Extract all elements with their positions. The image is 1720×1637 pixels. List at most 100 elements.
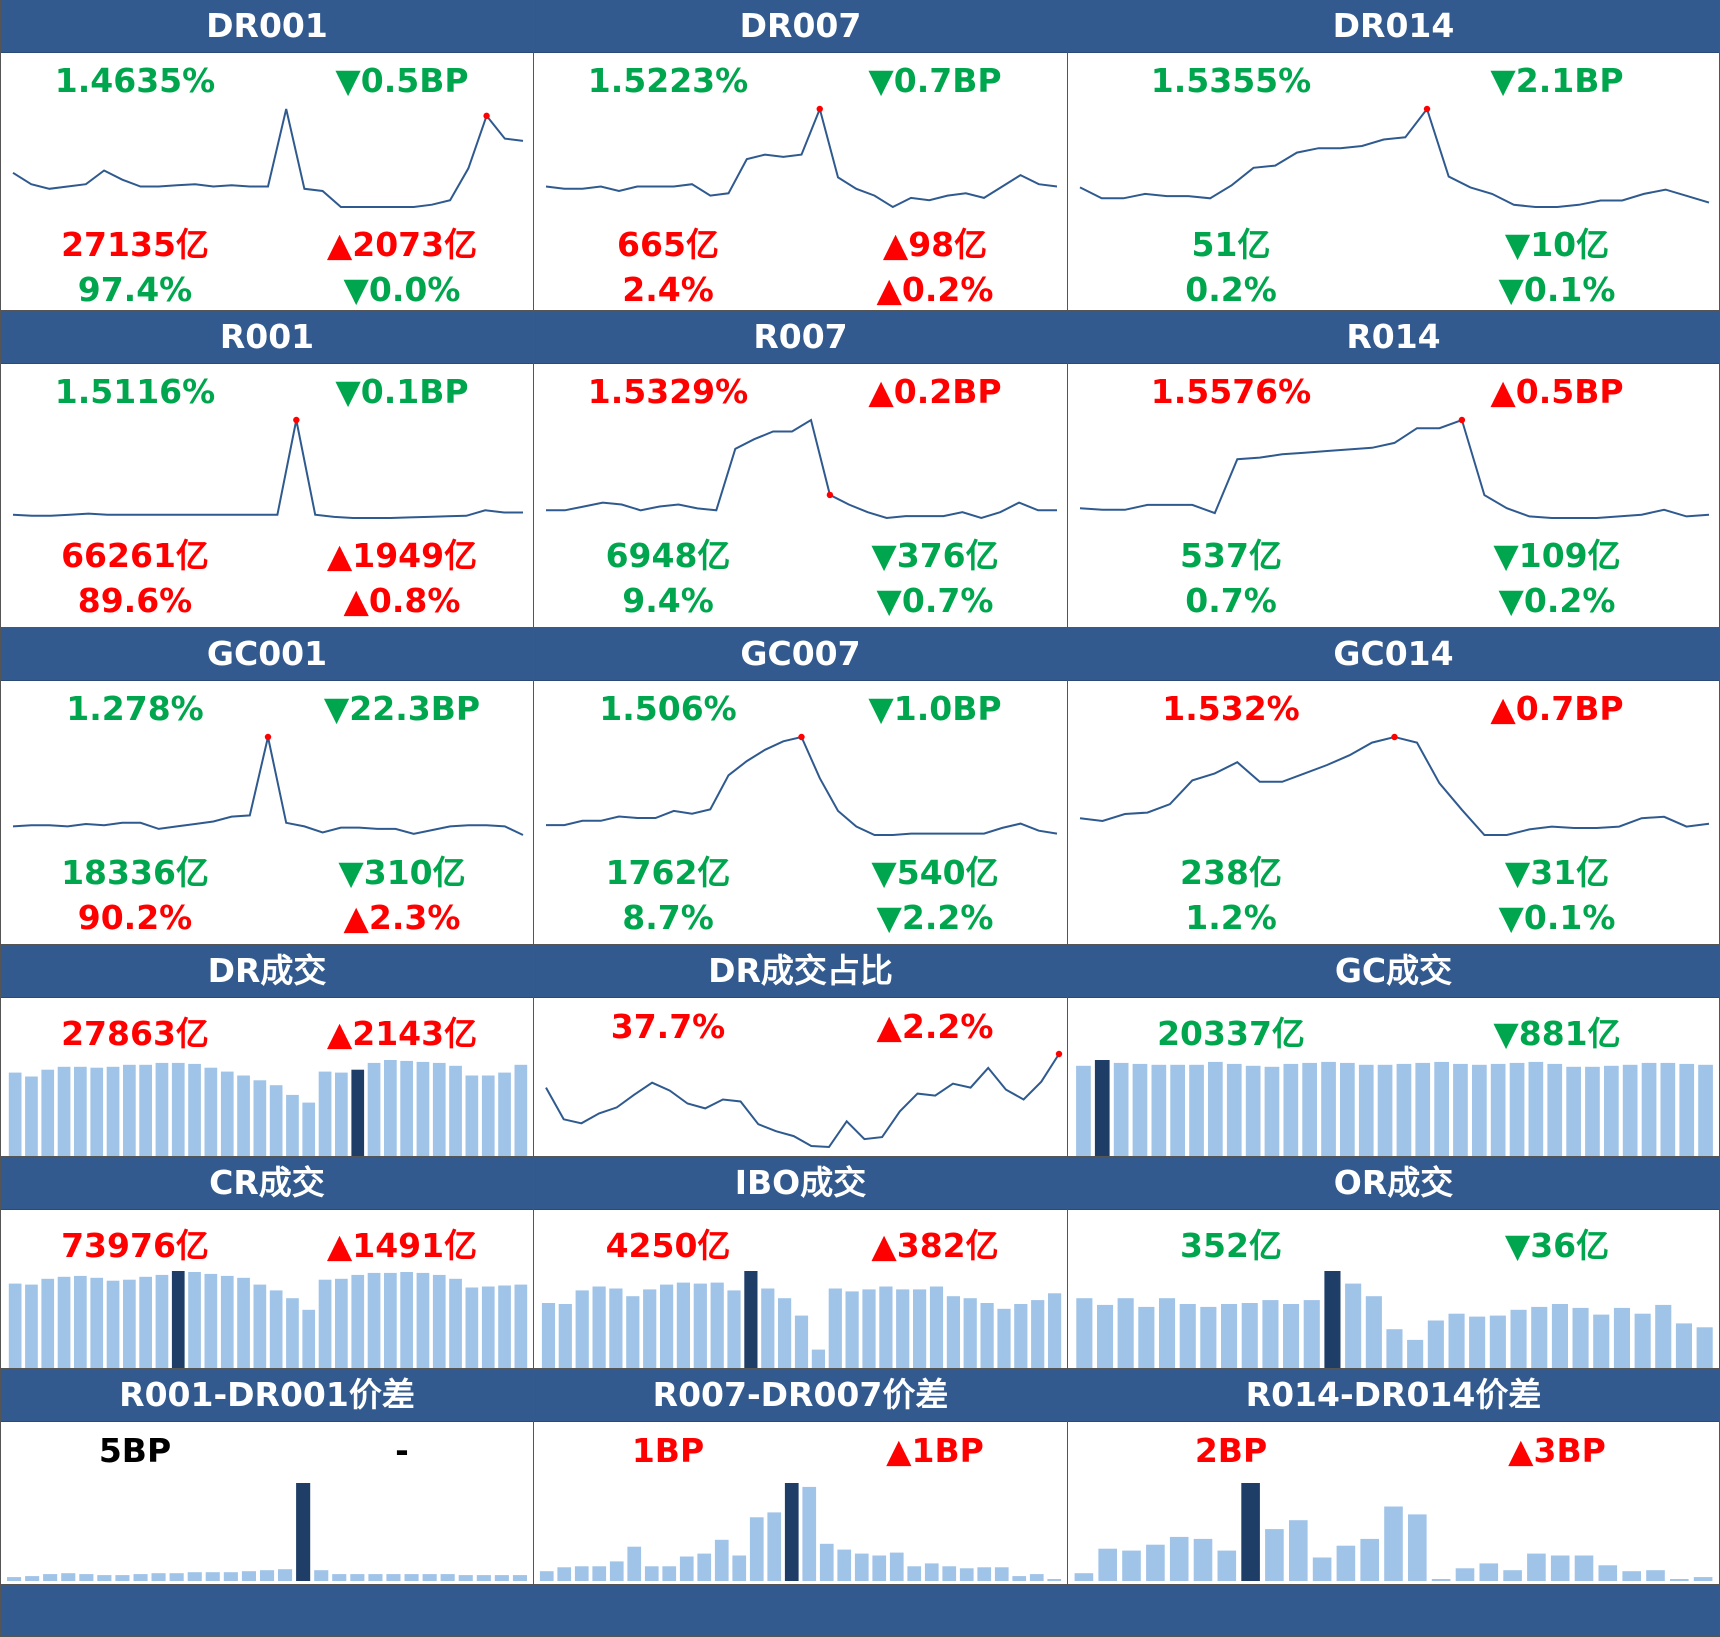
total-change: ▼881亿 — [1493, 1014, 1621, 1053]
bar — [557, 1567, 572, 1581]
bar — [609, 1561, 624, 1581]
bar-chart — [1076, 1271, 1713, 1368]
bar — [498, 1285, 511, 1368]
bar — [929, 1286, 944, 1368]
rate-value: 1.5329% — [587, 372, 749, 411]
bar — [79, 1574, 94, 1581]
bar — [253, 1080, 267, 1156]
bar — [727, 1290, 741, 1368]
bar — [422, 1574, 437, 1581]
bar — [1097, 1304, 1114, 1368]
peak-marker — [826, 491, 834, 499]
bar — [1217, 1550, 1237, 1581]
bar — [1014, 1304, 1028, 1368]
panel-title: DR成交 — [1, 945, 533, 998]
rate-change: ▼2.1BP — [1490, 61, 1624, 100]
bar — [1550, 1555, 1570, 1581]
rate-panel-gc014: GC014 1.532% ▲0.7BP 238亿 ▼31亿 1.2% ▼0.1% — [1068, 628, 1720, 945]
bar — [123, 1064, 136, 1156]
bar — [1396, 1063, 1412, 1156]
bar — [946, 1296, 960, 1368]
series-line — [545, 105, 1058, 209]
bar — [8, 1072, 22, 1156]
bar — [260, 1570, 275, 1581]
volume-change: ▼376亿 — [871, 536, 999, 575]
panel-title: GC007 — [534, 628, 1067, 681]
bar — [1613, 1307, 1630, 1368]
peak-marker — [264, 733, 272, 741]
bar — [123, 1279, 136, 1368]
share-change: ▼0.7% — [876, 581, 994, 620]
bar-latest — [784, 1483, 799, 1581]
bar — [644, 1566, 659, 1581]
bar — [1547, 1063, 1563, 1156]
bar — [643, 1289, 657, 1368]
share-value: 2.4% — [622, 270, 714, 309]
bar — [220, 1275, 234, 1368]
bar — [302, 1309, 316, 1368]
rate-panel-r007: R007 1.5329% ▲0.2BP 6948亿 ▼376亿 9.4% ▼0.7% — [534, 311, 1068, 628]
bar — [1585, 1066, 1600, 1156]
bar — [25, 1284, 38, 1368]
bar — [1264, 1066, 1280, 1156]
bar — [57, 1066, 71, 1156]
series-line — [12, 736, 524, 836]
volume-value: 1762亿 — [605, 853, 731, 892]
peak-marker — [1391, 733, 1398, 741]
bar — [592, 1566, 607, 1581]
bar — [1641, 1062, 1657, 1156]
panel-title: DR007 — [534, 0, 1067, 53]
bar — [416, 1061, 430, 1156]
rate-value: 1.532% — [1162, 689, 1300, 728]
bar — [1283, 1304, 1300, 1368]
bar — [660, 1284, 674, 1368]
panel-title: R007 — [534, 311, 1067, 364]
bar — [845, 1291, 859, 1368]
bar — [133, 1574, 148, 1581]
bar — [115, 1575, 130, 1581]
bar — [253, 1284, 267, 1368]
spread-value: 2BP — [1194, 1431, 1268, 1470]
bar — [368, 1574, 383, 1581]
bar — [1489, 1315, 1506, 1368]
bar — [400, 1060, 413, 1156]
bar — [1551, 1304, 1568, 1368]
bar — [8, 1283, 22, 1368]
sparkline-chart — [12, 416, 523, 519]
rate-change: ▼22.3BP — [323, 689, 481, 728]
volume-change: ▼109亿 — [1493, 536, 1621, 575]
spread-change: - — [395, 1431, 409, 1470]
bar — [1384, 1506, 1403, 1581]
bar — [1469, 1316, 1486, 1368]
bar — [574, 1566, 589, 1581]
bar — [539, 1571, 554, 1581]
bar — [286, 1094, 299, 1156]
bar — [1012, 1576, 1027, 1581]
rate-value: 1.278% — [66, 689, 204, 728]
volume-change: ▼310亿 — [338, 853, 466, 892]
rate-change: ▼0.1BP — [335, 372, 469, 411]
bar — [1622, 1064, 1638, 1156]
bar — [1113, 1062, 1129, 1156]
peak-marker — [293, 416, 300, 424]
bar — [476, 1575, 491, 1581]
bar — [498, 1072, 511, 1156]
bar — [1048, 1293, 1062, 1368]
bar — [889, 1552, 904, 1581]
peak-marker — [1423, 105, 1431, 113]
bar — [1572, 1307, 1589, 1368]
bar-latest — [1094, 1060, 1110, 1156]
bar — [761, 1288, 775, 1368]
share-change: ▼0.1% — [1498, 898, 1616, 937]
bar — [367, 1062, 381, 1156]
sparkline-chart — [12, 108, 524, 208]
bar — [1226, 1063, 1242, 1156]
bar — [269, 1085, 283, 1156]
bar — [1479, 1563, 1499, 1581]
bar — [318, 1071, 332, 1156]
panel-title: R001 — [1, 311, 533, 364]
volume-value: 18336亿 — [61, 853, 209, 892]
share-value: 0.2% — [1185, 270, 1277, 309]
share-value: 89.6% — [77, 581, 193, 620]
